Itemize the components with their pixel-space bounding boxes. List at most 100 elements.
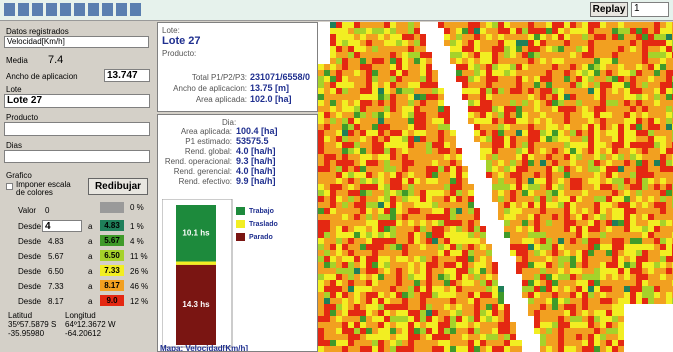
- map-cell: [348, 76, 354, 82]
- map-cell: [372, 202, 378, 208]
- map-cell: [378, 196, 384, 202]
- variable-select[interactable]: Velocidad[Km/h]: [4, 36, 149, 48]
- map-cell: [504, 178, 510, 184]
- map-cell: [462, 322, 468, 328]
- map-cell: [528, 256, 534, 262]
- producto-input[interactable]: [4, 122, 150, 136]
- map-cell: [492, 124, 498, 130]
- map-cell: [438, 238, 444, 244]
- map-cell: [486, 136, 492, 142]
- map-cell: [330, 334, 336, 340]
- map-cell: [498, 148, 504, 154]
- map-cell: [420, 142, 426, 148]
- map-cell: [576, 322, 582, 328]
- map-cell: [408, 196, 414, 202]
- map-cell: [444, 250, 450, 256]
- map-cell: [318, 106, 324, 112]
- map-cell: [336, 214, 342, 220]
- map-cell: [582, 280, 588, 286]
- map-cell: [516, 250, 522, 256]
- map-cell: [354, 88, 360, 94]
- map-cell: [492, 100, 498, 106]
- map-cell: [546, 328, 552, 334]
- map-cell: [366, 148, 372, 154]
- map-cell: [396, 274, 402, 280]
- toolbar-icons[interactable]: [4, 3, 144, 16]
- color-swatch: 8.17: [100, 280, 124, 291]
- map-cell: [534, 52, 540, 58]
- map-cell: [462, 220, 468, 226]
- map-cell: [546, 196, 552, 202]
- map-cell: [348, 298, 354, 304]
- map-cell: [582, 208, 588, 214]
- map-cell: [612, 166, 618, 172]
- map-cell: [564, 124, 570, 130]
- map-cell: [510, 136, 516, 142]
- map-cell: [492, 148, 498, 154]
- map-cell: [336, 82, 342, 88]
- map-cell: [462, 82, 468, 88]
- map-cell: [336, 304, 342, 310]
- map-cell: [552, 166, 558, 172]
- map-cell: [534, 316, 540, 322]
- replay-button[interactable]: Replay: [590, 2, 628, 17]
- map-cell: [426, 256, 432, 262]
- map-cell: [534, 238, 540, 244]
- map-cell: [606, 148, 612, 154]
- map-cell: [582, 46, 588, 52]
- map-cell: [324, 322, 330, 328]
- ancho-input[interactable]: 13.747: [104, 69, 150, 82]
- map-cell: [552, 208, 558, 214]
- map-cell: [630, 124, 636, 130]
- map-cell: [390, 124, 396, 130]
- map-cell: [432, 190, 438, 196]
- map-cell: [396, 22, 402, 28]
- map-cell: [510, 100, 516, 106]
- map-cell: [618, 268, 624, 274]
- map-cell: [528, 268, 534, 274]
- map-cell: [378, 28, 384, 34]
- map-cell: [336, 274, 342, 280]
- map-cell: [366, 154, 372, 160]
- desde-input[interactable]: 4: [42, 220, 82, 232]
- redibujar-button[interactable]: Redibujar: [88, 178, 148, 195]
- map-cell: [582, 298, 588, 304]
- map-cell: [492, 130, 498, 136]
- map-cell: [558, 250, 564, 256]
- lote-input[interactable]: Lote 27: [4, 94, 150, 108]
- map-cell: [648, 166, 654, 172]
- map-cell: [648, 100, 654, 106]
- map-cell: [354, 250, 360, 256]
- map-cell: [318, 166, 324, 172]
- checkbox[interactable]: [6, 183, 13, 190]
- map-cell: [666, 94, 672, 100]
- map-cell: [582, 322, 588, 328]
- map-cell: [600, 292, 606, 298]
- page-select[interactable]: 1: [631, 2, 669, 17]
- map-cell: [570, 160, 576, 166]
- map-cell: [558, 202, 564, 208]
- map-cell: [420, 172, 426, 178]
- dias-select[interactable]: [4, 150, 150, 163]
- map-cell: [648, 82, 654, 88]
- map-cell: [570, 136, 576, 142]
- map-cell: [402, 34, 408, 40]
- map-cell: [630, 256, 636, 262]
- map-cell: [390, 238, 396, 244]
- map-cell: [516, 136, 522, 142]
- map-cell: [420, 160, 426, 166]
- map-cell: [330, 346, 336, 352]
- map-cell: [594, 148, 600, 154]
- map-cell: [498, 136, 504, 142]
- map-cell: [468, 316, 474, 322]
- map-cell: [396, 106, 402, 112]
- map-cell: [558, 28, 564, 34]
- map-cell: [432, 316, 438, 322]
- map-cell: [630, 130, 636, 136]
- map-cell: [408, 292, 414, 298]
- map-cell: [378, 40, 384, 46]
- map-cell: [564, 22, 570, 28]
- map-cell: [612, 286, 618, 292]
- map-cell: [582, 316, 588, 322]
- map-cell: [612, 100, 618, 106]
